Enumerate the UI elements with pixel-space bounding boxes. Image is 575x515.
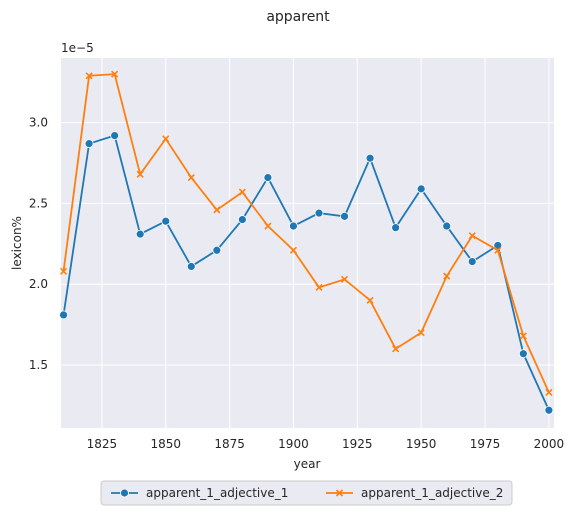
data-point bbox=[366, 296, 374, 304]
x-tick-label: 1975 bbox=[470, 437, 501, 451]
legend-label: apparent_1_adjective_1 bbox=[146, 486, 288, 500]
data-point bbox=[391, 223, 401, 233]
data-point bbox=[340, 211, 349, 221]
y-tick-label: 3.0 bbox=[29, 116, 48, 130]
x-tick-label: 1950 bbox=[406, 437, 437, 451]
series-line bbox=[62, 73, 550, 393]
data-point bbox=[340, 275, 349, 283]
data-point bbox=[85, 72, 93, 80]
data-point bbox=[59, 267, 68, 275]
data-point bbox=[315, 283, 323, 291]
legend-label: apparent_1_adjective_2 bbox=[361, 486, 503, 500]
x-tick-label: 1825 bbox=[87, 437, 118, 451]
data-point bbox=[111, 70, 119, 78]
x-tick-label: 1875 bbox=[214, 437, 245, 451]
series-2 bbox=[59, 70, 553, 397]
y-axis-label: lexicon% bbox=[10, 216, 24, 270]
ticks: 1825 1850 1875 1900 1925 1950 1975 2000 1.5 2.0 2.… bbox=[29, 116, 564, 451]
data-point bbox=[212, 245, 222, 255]
y-tick-label: 2.5 bbox=[29, 196, 48, 210]
data-point bbox=[314, 208, 324, 218]
x-tick-label: 1900 bbox=[278, 437, 309, 451]
data-point bbox=[544, 405, 554, 415]
x-tick-label: 1850 bbox=[150, 437, 181, 451]
data-point bbox=[494, 246, 502, 254]
data-point bbox=[238, 188, 246, 196]
data-point bbox=[110, 131, 120, 140]
y-tick-label: 1.5 bbox=[29, 358, 48, 372]
legend-box bbox=[100, 480, 513, 506]
data-point bbox=[135, 229, 145, 239]
data-point bbox=[442, 221, 452, 231]
data-point bbox=[443, 272, 451, 280]
x-axis-label: year bbox=[294, 457, 321, 471]
x-tick-label: 1925 bbox=[342, 437, 373, 451]
data-point bbox=[237, 215, 247, 224]
legend-item-1: apparent_1_adjective_1 bbox=[111, 486, 288, 500]
data-point bbox=[162, 135, 170, 143]
y-tick-label: 2.0 bbox=[29, 277, 48, 291]
y-offset-label: 1e−5 bbox=[61, 41, 94, 55]
data-point bbox=[416, 184, 426, 194]
data-point bbox=[84, 139, 94, 149]
legend-marker bbox=[120, 488, 129, 498]
data-point bbox=[467, 257, 477, 266]
data-point bbox=[289, 221, 298, 231]
x-tick-label: 2000 bbox=[534, 437, 565, 451]
chart-title: apparent bbox=[266, 9, 330, 25]
plot-area bbox=[61, 58, 554, 428]
data-point bbox=[289, 246, 298, 254]
legend: apparent_1_adjective_1 apparent_1_adjecti… bbox=[100, 480, 513, 506]
data-point bbox=[187, 173, 195, 182]
series-group bbox=[59, 70, 554, 415]
legend-item-2: apparent_1_adjective_2 bbox=[326, 486, 503, 500]
grid bbox=[61, 58, 554, 428]
data-point bbox=[519, 332, 527, 340]
data-point bbox=[213, 206, 221, 214]
data-point bbox=[545, 388, 553, 397]
data-point bbox=[136, 170, 144, 178]
data-point bbox=[263, 173, 273, 182]
data-point bbox=[59, 310, 68, 320]
data-point bbox=[417, 329, 425, 337]
data-point bbox=[518, 349, 528, 359]
data-point bbox=[264, 222, 272, 230]
data-point bbox=[392, 345, 400, 353]
data-point bbox=[365, 153, 375, 163]
legend-marker bbox=[335, 489, 344, 497]
series-line bbox=[62, 134, 550, 411]
series-1 bbox=[59, 131, 554, 415]
data-point bbox=[186, 262, 196, 271]
data-point bbox=[468, 232, 476, 240]
data-point bbox=[161, 216, 171, 226]
